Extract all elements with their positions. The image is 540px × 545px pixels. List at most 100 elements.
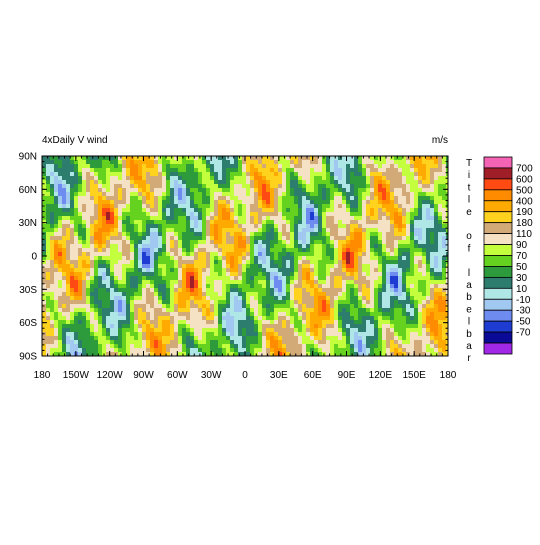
contour-cell bbox=[218, 188, 222, 192]
contour-cell bbox=[78, 180, 82, 184]
contour-cell bbox=[250, 220, 254, 224]
contour-cell bbox=[62, 328, 66, 332]
contour-cell bbox=[358, 320, 362, 324]
contour-cell bbox=[394, 268, 398, 272]
contour-cell bbox=[146, 340, 150, 344]
contour-cell bbox=[118, 300, 122, 304]
contour-cell bbox=[118, 192, 122, 196]
contour-cell bbox=[410, 252, 414, 256]
contour-cell bbox=[230, 348, 234, 352]
contour-cell bbox=[318, 172, 322, 176]
contour-cell bbox=[170, 348, 174, 352]
contour-cell bbox=[438, 324, 442, 328]
contour-cell bbox=[98, 196, 102, 200]
contour-cell bbox=[126, 172, 130, 176]
contour-cell bbox=[322, 344, 326, 348]
contour-cell bbox=[430, 292, 434, 296]
contour-cell bbox=[110, 196, 114, 200]
contour-cell bbox=[438, 164, 442, 168]
contour-cell bbox=[114, 236, 118, 240]
contour-cell bbox=[230, 272, 234, 276]
contour-cell bbox=[78, 348, 82, 352]
contour-cell bbox=[426, 272, 430, 276]
contour-cell bbox=[242, 276, 246, 280]
contour-cell bbox=[402, 324, 406, 328]
contour-cell bbox=[318, 280, 322, 284]
contour-cell bbox=[422, 272, 426, 276]
contour-cell bbox=[70, 336, 74, 340]
contour-cell bbox=[118, 196, 122, 200]
contour-cell bbox=[190, 156, 194, 160]
contour-cell bbox=[222, 276, 226, 280]
contour-cell bbox=[246, 344, 250, 348]
contour-cell bbox=[314, 348, 318, 352]
contour-cell bbox=[118, 204, 122, 208]
contour-cell bbox=[162, 184, 166, 188]
contour-cell bbox=[330, 300, 334, 304]
contour-cell bbox=[250, 232, 254, 236]
contour-cell bbox=[74, 184, 78, 188]
contour-cell bbox=[138, 224, 142, 228]
contour-cell bbox=[162, 172, 166, 176]
contour-cell bbox=[422, 252, 426, 256]
contour-cell bbox=[46, 192, 50, 196]
contour-cell bbox=[162, 244, 166, 248]
contour-cell bbox=[98, 276, 102, 280]
contour-cell bbox=[154, 304, 158, 308]
contour-cell bbox=[202, 256, 206, 260]
contour-cell bbox=[262, 240, 266, 244]
contour-cell bbox=[390, 236, 394, 240]
contour-cell bbox=[126, 252, 130, 256]
contour-cell bbox=[318, 352, 322, 356]
contour-cell bbox=[334, 268, 338, 272]
contour-cell bbox=[366, 352, 370, 356]
contour-cell bbox=[342, 252, 346, 256]
contour-cell bbox=[274, 240, 278, 244]
contour-cell bbox=[334, 228, 338, 232]
contour-cell bbox=[134, 208, 138, 212]
contour-cell bbox=[346, 164, 350, 168]
contour-cell bbox=[78, 328, 82, 332]
contour-cell bbox=[102, 220, 106, 224]
contour-cell bbox=[42, 244, 46, 248]
contour-cell bbox=[106, 228, 110, 232]
contour-cell bbox=[402, 320, 406, 324]
contour-cell bbox=[206, 208, 210, 212]
contour-cell bbox=[270, 156, 274, 160]
contour-cell bbox=[430, 348, 434, 352]
contour-cell bbox=[102, 332, 106, 336]
contour-cell bbox=[326, 268, 330, 272]
contour-cell bbox=[198, 208, 202, 212]
contour-cell bbox=[110, 308, 114, 312]
contour-cell bbox=[398, 308, 402, 312]
contour-cell bbox=[74, 164, 78, 168]
contour-cell bbox=[222, 272, 226, 276]
contour-cell bbox=[170, 252, 174, 256]
contour-cell bbox=[202, 176, 206, 180]
contour-cell bbox=[282, 256, 286, 260]
contour-cell bbox=[338, 204, 342, 208]
contour-cell bbox=[70, 244, 74, 248]
contour-cell bbox=[138, 320, 142, 324]
contour-cell bbox=[194, 328, 198, 332]
contour-cell bbox=[126, 184, 130, 188]
contour-cell bbox=[230, 236, 234, 240]
contour-cell bbox=[102, 248, 106, 252]
contour-cell bbox=[170, 160, 174, 164]
contour-cell bbox=[110, 244, 114, 248]
contour-cell bbox=[306, 228, 310, 232]
contour-cell bbox=[118, 184, 122, 188]
contour-cell bbox=[158, 212, 162, 216]
contour-cell bbox=[434, 236, 438, 240]
contour-cell bbox=[274, 320, 278, 324]
contour-cell bbox=[270, 316, 274, 320]
contour-cell bbox=[50, 232, 54, 236]
contour-cell bbox=[106, 288, 110, 292]
contour-cell bbox=[310, 260, 314, 264]
contour-cell bbox=[114, 168, 118, 172]
contour-cell bbox=[54, 188, 58, 192]
contour-cell bbox=[178, 228, 182, 232]
contour-cell bbox=[314, 256, 318, 260]
contour-cell bbox=[306, 168, 310, 172]
contour-cell bbox=[378, 328, 382, 332]
